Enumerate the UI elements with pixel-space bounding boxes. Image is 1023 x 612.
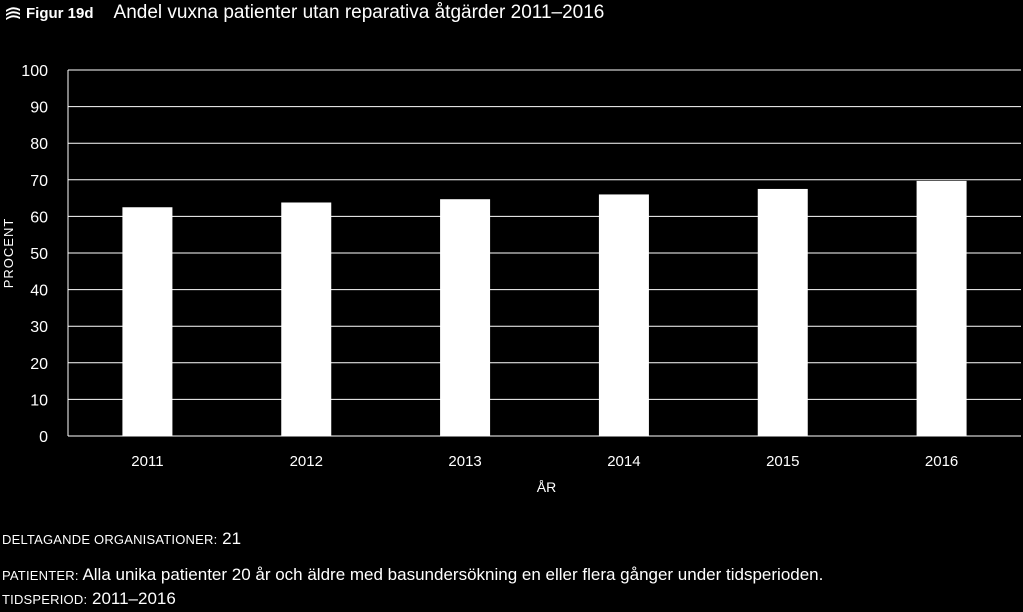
patients-value: Alla unika patienter 20 år och äldre med…: [82, 565, 824, 584]
y-tick-label: 60: [30, 209, 48, 226]
period-value: 2011–2016: [92, 589, 176, 608]
chart-title: Andel vuxna patienter utan reparativa åt…: [113, 2, 605, 23]
x-axis-label: ÅR: [537, 479, 556, 495]
x-tick-label: 2013: [448, 453, 481, 470]
logo-icon: [6, 7, 20, 20]
x-tick-label: 2011: [131, 453, 163, 470]
footer-period: TIDSPERIOD: 2011–2016: [2, 589, 176, 609]
bar-2011: [122, 207, 173, 436]
y-tick-label: 20: [30, 356, 48, 373]
period-key: TIDSPERIOD:: [2, 592, 88, 607]
bar-2016: [916, 180, 967, 436]
y-tick-label: 40: [30, 283, 48, 300]
bar-2014: [598, 194, 649, 436]
x-tick-label: 2012: [290, 453, 323, 470]
organisations-key: DELTAGANDE ORGANISATIONER:: [2, 532, 218, 547]
y-tick-label: 80: [30, 136, 48, 153]
y-tick-label: 70: [30, 173, 48, 190]
bar-chart: 0 10 20 30 40 50 60 70 80 90 100 2011 2012 2013 2014 20…: [1, 63, 1021, 495]
x-tick-label: 2015: [766, 453, 799, 470]
y-tick-label: 0: [39, 429, 48, 446]
y-tick-label: 50: [30, 246, 48, 263]
bar-2013: [440, 199, 491, 436]
y-tick-label: 30: [30, 319, 48, 336]
y-tick-label: 90: [30, 100, 48, 117]
y-tick-label: 100: [21, 63, 48, 80]
footer-patients: PATIENTER: Alla unika patienter 20 år oc…: [2, 565, 823, 585]
x-tick-label: 2016: [925, 453, 958, 470]
y-axis-label: PROCENT: [1, 218, 16, 289]
footer-organisations: DELTAGANDE ORGANISATIONER: 21: [2, 529, 241, 549]
y-tick-label: 10: [30, 392, 48, 409]
bar-2015: [757, 188, 808, 436]
patients-key: PATIENTER:: [2, 568, 79, 583]
bar-2012: [281, 202, 332, 436]
organisations-value: 21: [222, 529, 242, 548]
x-tick-label: 2014: [607, 453, 640, 470]
figure-header: Figur 19d Andel vuxna patienter utan rep…: [4, 0, 604, 26]
figure-label: Figur 19d: [26, 4, 94, 22]
